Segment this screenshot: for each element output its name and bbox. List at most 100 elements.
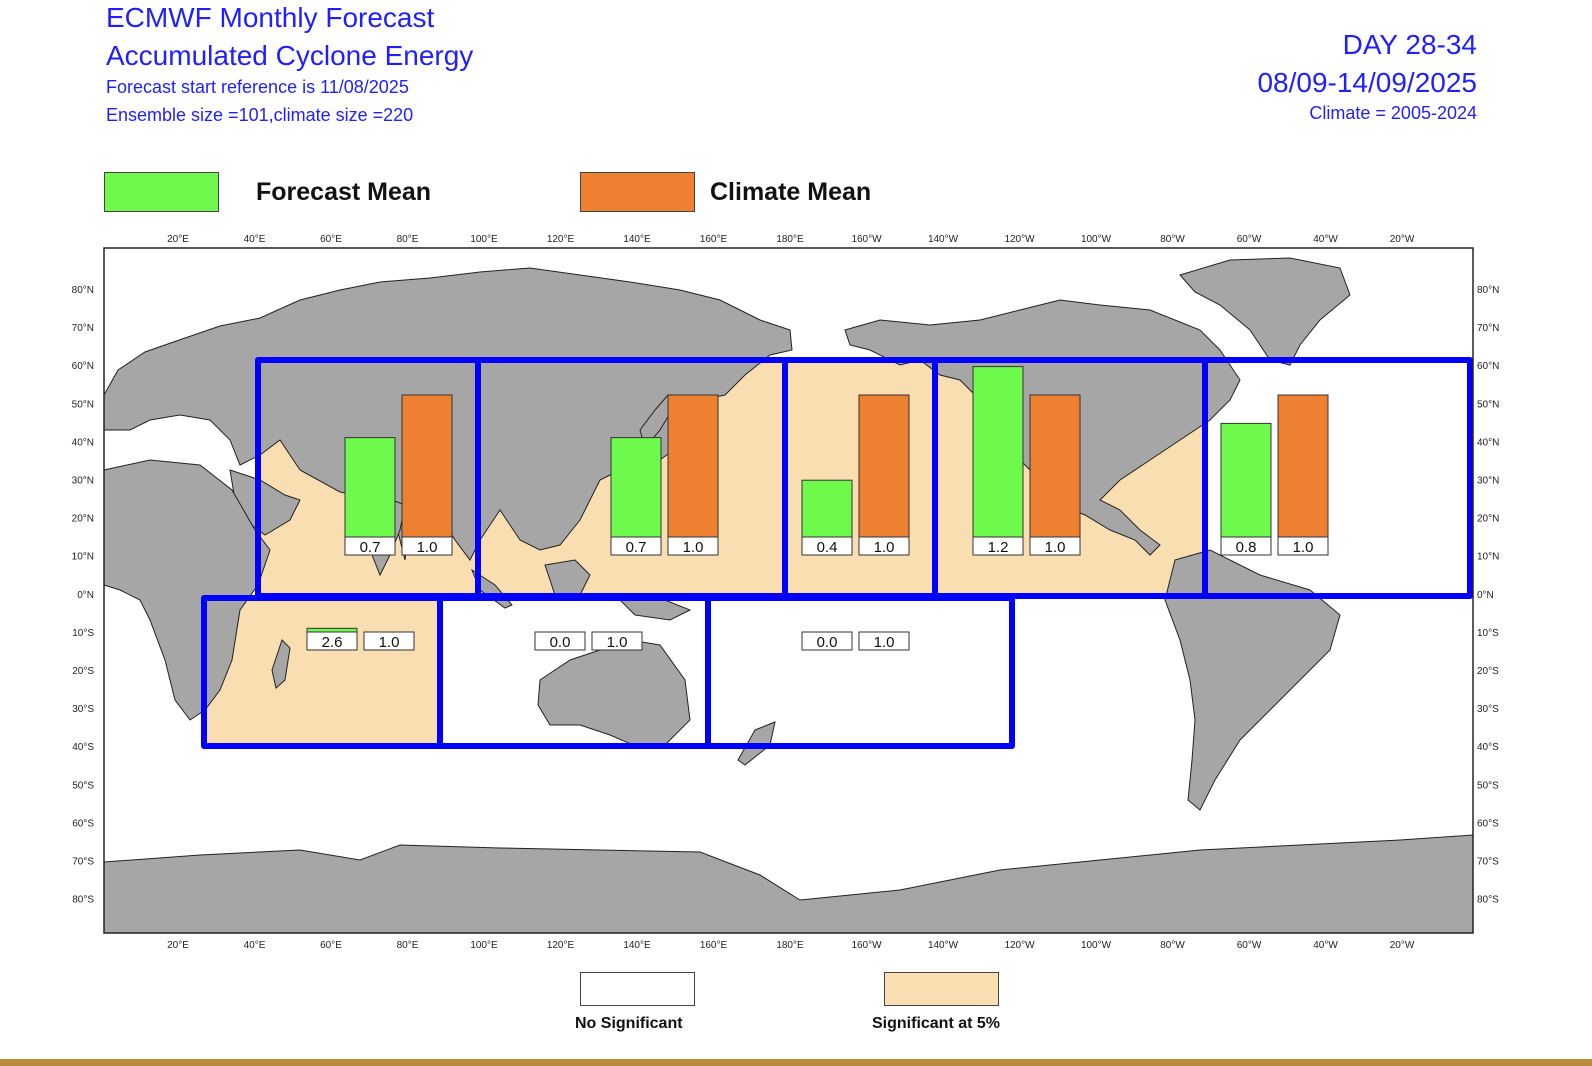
lon-tick-label: 20°W [1390,940,1415,951]
day-range: DAY 28-34 [1342,29,1477,60]
climate-period: Climate = 2005-2024 [1309,103,1477,123]
title-line-2: Accumulated Cyclone Energy [106,40,474,71]
forecast-mean-swatch [104,172,219,212]
climate-value-label: 1.0 [683,539,704,556]
lat-tick-label: 10°N [1477,552,1499,563]
lat-tick-label: 50°S [72,780,94,791]
lon-tick-label: 60°E [320,940,342,951]
lat-tick-label: 50°N [72,399,94,410]
climate-value-label: 1.0 [607,634,628,651]
lon-tick-label: 40°W [1313,234,1338,245]
lon-tick-label: 20°W [1390,234,1415,245]
lon-tick-label: 160°E [700,234,728,245]
climate-bar [401,394,453,538]
forecast-value-box [972,536,1024,556]
lat-tick-label: 20°S [72,666,94,677]
lat-tick-label: 20°N [72,514,94,525]
lon-tick-label: 100°W [1081,940,1112,951]
ace-map: 20°E 40°E 60°E 80°E 100°E 120°E 140°E 160°E 180°… [72,234,1500,951]
lon-tick-label: 60°W [1237,234,1262,245]
lon-tick-label: 160°E [700,940,728,951]
lat-tick-label: 80°N [72,285,94,296]
climate-value-label: 1.0 [874,634,895,651]
no-significant-swatch [580,972,695,1006]
lat-tick-label: 60°N [72,361,94,372]
date-range: 08/09-14/09/2025 [1257,67,1477,98]
lon-tick-label: 80°E [397,234,419,245]
forecast-value-label: 0.7 [626,539,647,556]
lat-tick-label: 30°N [1477,476,1499,487]
ensemble-size-text: Ensemble size =101,climate size =220 [106,105,414,125]
climate-value-box [858,631,910,651]
basin-outline [705,595,1015,749]
climate-value-box [858,536,910,556]
lat-tick-label: 60°S [72,818,94,829]
forecast-value-box [306,631,358,651]
lon-tick-label: 120°E [547,234,575,245]
lat-tick-label: 40°N [72,437,94,448]
lon-tick-label: 120°E [547,940,575,951]
forecast-bar [1220,422,1272,538]
land-antarctica [103,834,1474,934]
climate-value-box [401,536,453,556]
basin-outline [1202,357,1473,599]
lon-tick-label: 160°W [851,940,882,951]
lat-tick-label: 50°S [1477,780,1499,791]
climate-value-label: 1.0 [1045,539,1066,556]
forecast-value-label: 0.7 [360,539,381,556]
lat-tick-label: 20°S [1477,666,1499,677]
lat-tick-label: 40°N [1477,437,1499,448]
lon-tick-label: 120°W [1004,234,1035,245]
climate-value-box [363,631,415,651]
basin-significant-fill [204,598,440,746]
lat-tick-label: 60°S [1477,818,1499,829]
forecast-bar [344,437,396,538]
lat-ticks-left: 80°N 70°N 60°N 50°N 40°N 30°N 20°N 10°N 0°N 10°S 2… [72,285,95,906]
lon-tick-label: 180°E [776,940,804,951]
lat-tick-label: 80°N [1477,285,1499,296]
climate-value-label: 1.0 [1293,539,1314,556]
bottom-rule [0,1059,1592,1066]
lon-tick-label: 40°E [244,940,266,951]
lon-tick-label: 140°W [928,234,959,245]
lon-tick-label: 20°E [167,940,189,951]
climate-bar [1029,394,1081,538]
lat-tick-label: 50°N [1477,399,1499,410]
climate-mean-swatch [580,172,695,212]
forecast-start-text: Forecast start reference is 11/08/2025 [106,77,409,97]
climate-value-box [1029,536,1081,556]
lon-tick-label: 40°W [1313,940,1338,951]
lon-tick-label: 60°E [320,234,342,245]
land-southamerica [1164,549,1341,811]
land-madagascar [271,639,291,689]
lat-tick-label: 70°N [72,323,94,334]
lon-tick-label: 40°E [244,234,266,245]
lon-tick-label: 80°W [1160,940,1185,951]
title-line-1: ECMWF Monthly Forecast [106,2,435,33]
ace-bars: 0.7 1.0 0.7 1.0 0.4 1.0 1.2 1.0 0.8 1.0 2.6 1.0 0.0 1… [306,366,1329,651]
lat-tick-label: 10°S [72,628,94,639]
lon-tick-label: 140°E [623,940,651,951]
lat-tick-label: 40°S [1477,742,1499,753]
lat-tick-label: 70°N [1477,323,1499,334]
lat-ticks-right: 80°N 70°N 60°N 50°N 40°N 30°N 20°N 10°N 0°N 10°S 2… [1477,285,1499,906]
lon-tick-label: 160°W [851,234,882,245]
forecast-value-box [344,536,396,556]
forecast-bar [801,479,853,538]
lat-tick-label: 30°S [72,704,94,715]
lat-tick-label: 80°S [1477,895,1499,906]
lon-tick-label: 80°W [1160,234,1185,245]
lat-tick-label: 40°S [72,742,94,753]
climate-value-label: 1.0 [874,539,895,556]
forecast-value-label: 2.6 [322,634,343,651]
lat-tick-label: 0°N [77,590,94,601]
lon-tick-label: 180°E [776,234,804,245]
map-frame [103,247,1474,934]
no-significant-label: No Significant [575,1015,683,1032]
basin-outlines [201,357,1473,749]
lat-tick-label: 0°N [1477,590,1494,601]
land-borneo [544,559,591,596]
lat-tick-label: 70°S [72,857,94,868]
climate-bar [667,394,719,538]
forecast-value-box [1220,536,1272,556]
